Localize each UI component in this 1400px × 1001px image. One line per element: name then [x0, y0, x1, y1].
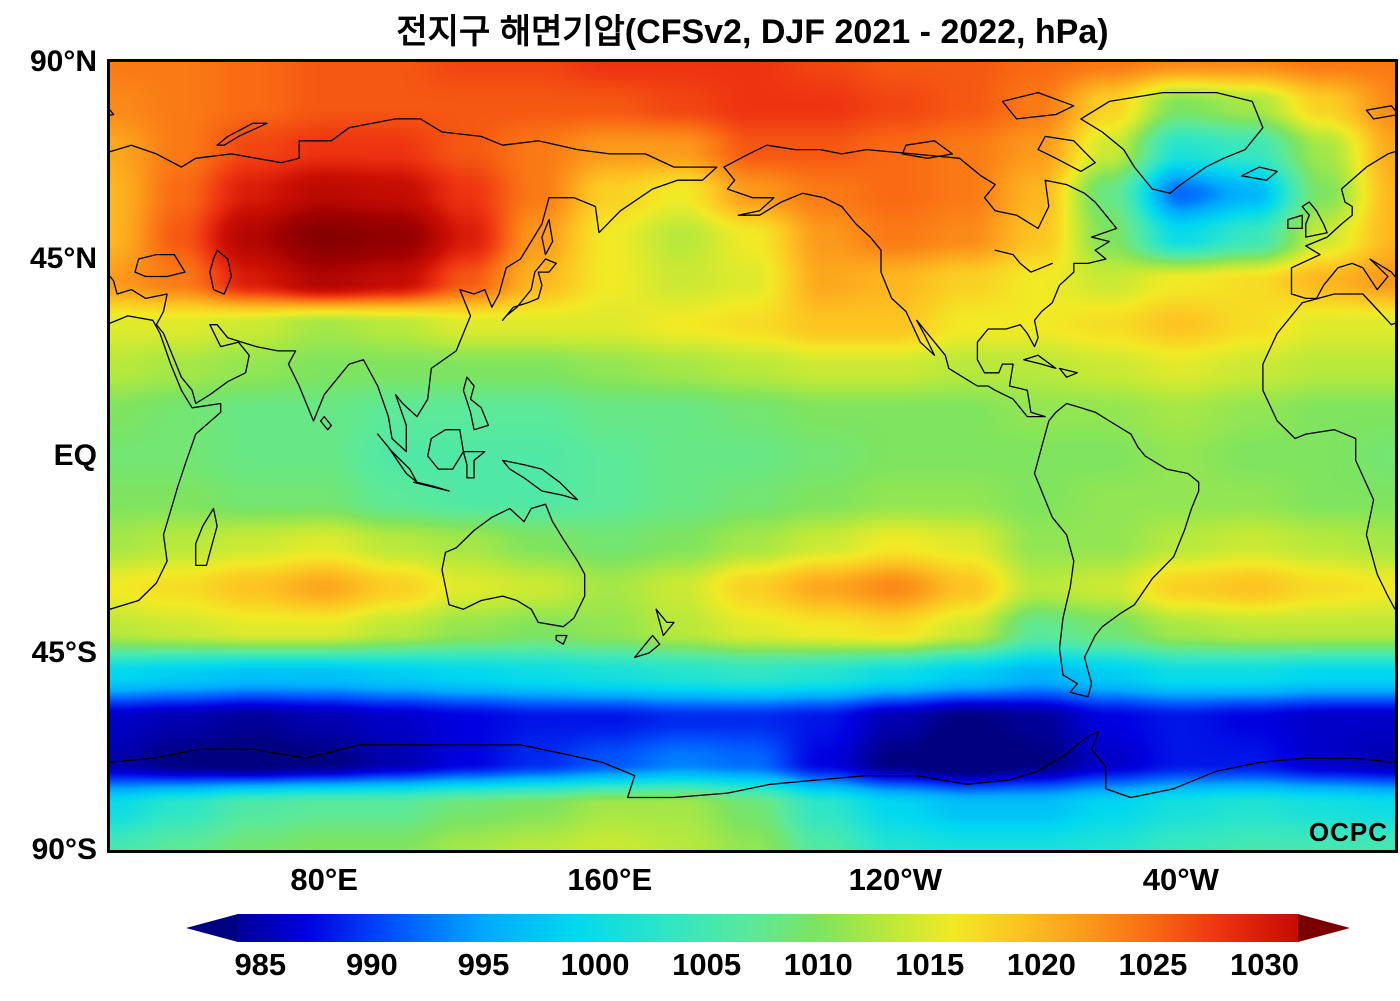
x-tick-label: 160°E — [567, 862, 653, 897]
map-plot: OCPC — [107, 59, 1398, 853]
colorbar-tick-label: 1000 — [560, 947, 630, 982]
colorbar-tick-label: 1015 — [895, 947, 965, 982]
x-tick-label: 120°W — [848, 862, 942, 897]
colorbar-tick-label: 985 — [234, 947, 287, 982]
coastline-south-america — [1033, 402, 1200, 698]
coastline-eurasia — [1290, 151, 1395, 300]
coastline-new-zealand-north — [655, 608, 675, 637]
coastline-cuba — [1023, 354, 1057, 370]
coastline-svalbard — [1365, 105, 1395, 120]
coastline-sumatra — [377, 433, 418, 483]
coastline-great-britain — [1301, 201, 1328, 238]
coastline-victoria-island — [901, 140, 954, 159]
colorbar-tick-label: 1005 — [672, 947, 742, 982]
coastline-black-sea — [134, 253, 186, 278]
y-tick-label: 45°N — [29, 242, 97, 275]
coastline-sri-lanka — [319, 415, 332, 431]
x-tick-label: 80°E — [290, 862, 358, 897]
coastline-north-america — [723, 144, 1118, 418]
coastline-tasmania — [555, 634, 568, 645]
coastline-greenland — [1080, 91, 1264, 194]
coastline-ireland — [1287, 214, 1303, 230]
colorbar: 985 990 995 1000 1005 1010 1015 1020 1025 1030 — [186, 914, 1366, 1000]
colorbar-gradient — [238, 914, 1298, 942]
x-tick-label: 40°W — [1142, 862, 1219, 897]
coastline-philippines — [462, 376, 490, 431]
coastline-africa — [110, 315, 222, 610]
pressure-field-canvas — [110, 62, 1395, 850]
coastline-sakhalin — [541, 218, 554, 256]
y-tick-label: EQ — [53, 439, 97, 472]
colorbar-tick-label: 1010 — [783, 947, 853, 982]
coastline-ellesmere-island — [1001, 91, 1075, 120]
coastlines-overlay — [110, 91, 1395, 799]
coastline-iceland — [1240, 166, 1278, 181]
coastline-africa — [1262, 293, 1395, 610]
coastline-new-zealand-south — [634, 634, 661, 659]
coastline-novaya-zemlya — [216, 122, 268, 146]
coastline-eurasia — [110, 118, 718, 453]
colorbar-right-arrow — [1298, 914, 1350, 942]
y-tick-label: 90°S — [31, 833, 97, 866]
coastline-great-lakes — [994, 249, 1053, 273]
colorbar-tick-label: 995 — [457, 947, 510, 982]
y-tick-label: 45°S — [31, 636, 97, 669]
colorbar-left-arrow — [186, 914, 238, 942]
coastline-caspian-sea — [209, 249, 233, 295]
chart-title: 전지구 해면기압(CFSv2, DJF 2021 - 2022, hPa) — [396, 13, 1109, 51]
colorbar-tick-label: 1025 — [1118, 947, 1188, 982]
colorbar-right-arrow-shape — [1298, 914, 1350, 942]
coastline-australia — [441, 503, 586, 628]
coastline-antarctica — [110, 731, 1395, 799]
coastline-new-guinea — [501, 459, 579, 501]
coastline-java — [412, 481, 450, 492]
coastline-hispaniola — [1058, 367, 1078, 378]
y-tick-label: 90°N — [29, 45, 97, 78]
colorbar-tick-label: 990 — [346, 947, 398, 982]
coastline-baffin-island — [1037, 135, 1096, 173]
colorbar-tick-label: 1030 — [1230, 947, 1299, 982]
coastline-madagascar — [195, 507, 218, 567]
colorbar-left-arrow-shape — [186, 914, 238, 942]
coastline-svalbard — [110, 109, 115, 116]
colorbar-tick-label: 1020 — [1006, 947, 1076, 982]
cpc-logo: OCPC — [1308, 817, 1388, 847]
coastline-japan — [501, 258, 557, 321]
coastline-borneo — [427, 429, 465, 470]
coastline-sulawesi — [462, 450, 486, 479]
